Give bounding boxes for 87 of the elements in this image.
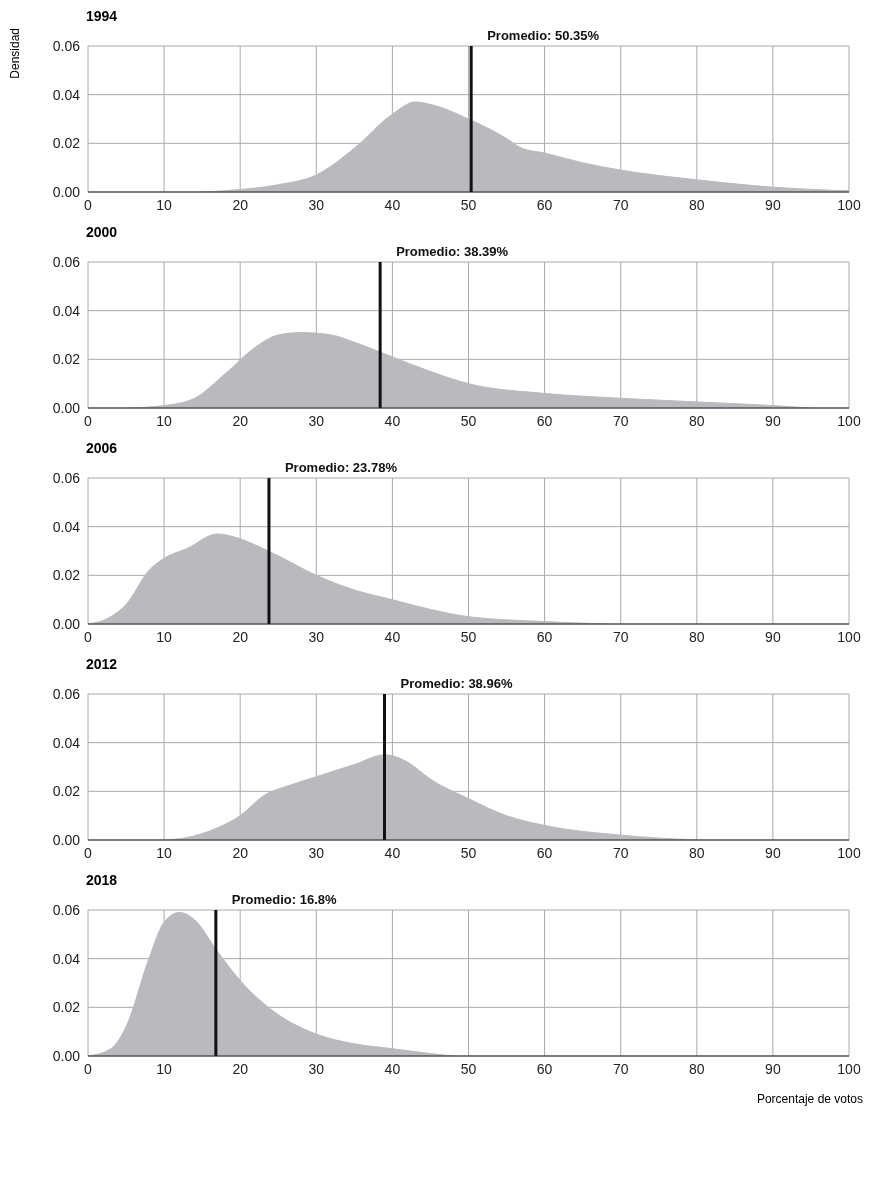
y-tick-label: 0.06 [52, 469, 81, 486]
x-tick-label: 10 [156, 196, 173, 213]
x-tick-label: 0 [84, 628, 93, 645]
y-tick-label: 0.02 [52, 135, 81, 152]
x-tick-label: 40 [384, 844, 401, 861]
chart-title: 2006 [86, 440, 119, 456]
x-tick-label: 30 [308, 844, 325, 861]
y-tick-label: 0.00 [52, 1047, 81, 1064]
x-tick-label: 100 [837, 196, 861, 213]
ref-line-label: Promedio: 38.96% [400, 676, 513, 691]
x-tick-label: 80 [689, 196, 705, 213]
chart-title: 2000 [86, 224, 119, 240]
x-tick-label: 90 [765, 844, 781, 861]
x-tick-label: 100 [837, 1060, 861, 1077]
x-tick-label: 10 [156, 1060, 173, 1077]
x-tick-label: 70 [612, 1060, 629, 1077]
x-tick-label: 60 [536, 412, 553, 429]
x-tick-label: 90 [765, 628, 781, 645]
y-tick-label: 0.04 [52, 734, 81, 751]
ref-line-label: Promedio: 38.39% [396, 244, 509, 259]
x-tick-label: 70 [612, 412, 629, 429]
ref-line-label: Promedio: 23.78% [284, 460, 398, 475]
x-tick-label: 0 [84, 196, 93, 213]
x-tick-label: 50 [460, 412, 477, 429]
x-tick-label: 20 [232, 412, 249, 429]
y-tick-label: 0.06 [52, 253, 81, 270]
y-tick-label: 0.04 [52, 302, 81, 319]
x-tick-label: 80 [689, 1060, 705, 1077]
chart-title: 2012 [86, 656, 119, 672]
y-axis-title: Densidad [8, 28, 22, 79]
y-tick-label: 0.06 [52, 901, 81, 918]
x-tick-label: 70 [612, 196, 629, 213]
x-tick-label: 20 [232, 1060, 249, 1077]
y-tick-label: 0.02 [52, 999, 81, 1016]
x-tick-label: 40 [384, 1060, 401, 1077]
x-tick-label: 100 [837, 844, 861, 861]
x-tick-label: 50 [460, 844, 477, 861]
x-tick-label: 40 [384, 412, 401, 429]
x-tick-label: 30 [308, 1060, 325, 1077]
y-tick-label: 0.02 [52, 351, 81, 368]
x-tick-label: 70 [612, 628, 629, 645]
ref-line-label: Promedio: 50.35% [487, 28, 600, 43]
x-axis-title: Porcentaje de votos [755, 1092, 863, 1106]
y-tick-label: 0.00 [52, 831, 81, 848]
y-tick-label: 0.02 [52, 567, 81, 584]
y-tick-label: 0.04 [52, 518, 81, 535]
y-tick-label: 0.06 [52, 685, 81, 702]
x-tick-label: 20 [232, 628, 249, 645]
x-tick-label: 40 [384, 628, 401, 645]
x-tick-label: 30 [308, 412, 325, 429]
chart-title: 1994 [86, 8, 119, 24]
ref-line-label: Promedio: 16.8% [231, 892, 338, 907]
x-tick-label: 30 [308, 628, 325, 645]
y-tick-label: 0.02 [52, 783, 81, 800]
y-tick-label: 0.06 [52, 37, 81, 54]
x-tick-label: 60 [536, 844, 553, 861]
x-tick-label: 100 [837, 628, 861, 645]
x-tick-label: 60 [536, 628, 553, 645]
x-tick-label: 40 [384, 196, 401, 213]
x-tick-label: 10 [156, 628, 173, 645]
x-tick-label: 0 [84, 412, 93, 429]
x-tick-label: 80 [689, 628, 705, 645]
y-tick-label: 0.04 [52, 86, 81, 103]
x-tick-label: 90 [765, 196, 781, 213]
x-tick-label: 50 [460, 628, 477, 645]
x-tick-label: 20 [232, 196, 249, 213]
chart-title: 2018 [86, 872, 119, 888]
y-tick-label: 0.00 [52, 183, 81, 200]
x-tick-label: 80 [689, 412, 705, 429]
x-tick-label: 50 [460, 1060, 477, 1077]
x-tick-label: 80 [689, 844, 705, 861]
x-tick-label: 30 [308, 196, 325, 213]
x-tick-label: 10 [156, 844, 173, 861]
x-tick-label: 20 [232, 844, 249, 861]
x-tick-label: 0 [84, 1060, 93, 1077]
x-tick-label: 0 [84, 844, 93, 861]
x-tick-label: 60 [536, 1060, 553, 1077]
x-tick-label: 10 [156, 412, 173, 429]
y-tick-label: 0.00 [52, 399, 81, 416]
x-tick-label: 90 [765, 412, 781, 429]
x-tick-label: 90 [765, 1060, 781, 1077]
y-tick-label: 0.04 [52, 950, 81, 967]
x-tick-label: 60 [536, 196, 553, 213]
x-tick-label: 70 [612, 844, 629, 861]
x-tick-label: 50 [460, 196, 477, 213]
y-tick-label: 0.00 [52, 615, 81, 632]
x-tick-label: 100 [837, 412, 861, 429]
